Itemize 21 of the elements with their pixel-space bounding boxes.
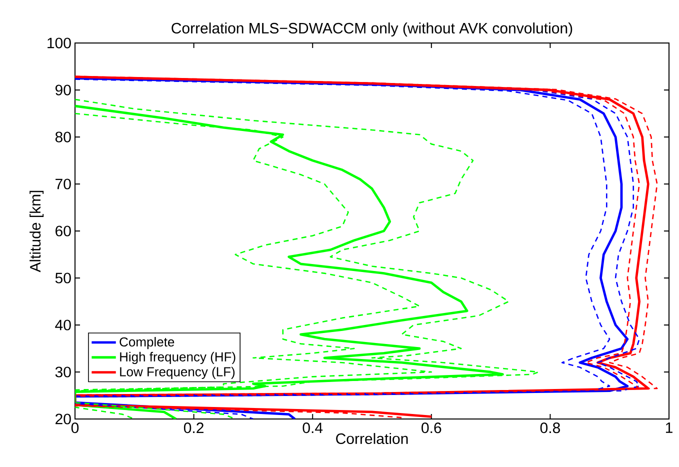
y-tick-label: 60 xyxy=(56,226,71,236)
legend-label: High frequency (HF) xyxy=(120,352,236,364)
x-tick-label: 0.8 xyxy=(540,422,560,434)
y-tick-label: 100 xyxy=(48,38,71,48)
x-tick-label: 0.2 xyxy=(184,422,204,434)
x-tick-label: 0.4 xyxy=(302,422,323,434)
x-tick-label: 0.6 xyxy=(422,422,442,434)
x-axis-title: Correlation xyxy=(336,433,408,444)
y-tick-label: 90 xyxy=(55,84,71,96)
y-tick-label: 40 xyxy=(55,320,71,330)
y-tick-label: 80 xyxy=(55,132,71,142)
y-tick-label: 50 xyxy=(55,272,71,284)
x-tick-label: 1 xyxy=(666,422,672,433)
chart-title: Correlation MLS−SDWACCM only (without AVK convolution) xyxy=(172,22,572,36)
x-tick-label: 0 xyxy=(71,422,79,434)
y-tick-label: 30 xyxy=(55,366,71,378)
y-tick-label: 70 xyxy=(56,178,71,190)
y-axis-title: Altitude [km] xyxy=(30,190,44,272)
legend-label: Complete xyxy=(120,336,174,350)
legend-label: Low Frequency (LF) xyxy=(120,366,235,379)
y-tick-label: 20 xyxy=(56,414,71,424)
